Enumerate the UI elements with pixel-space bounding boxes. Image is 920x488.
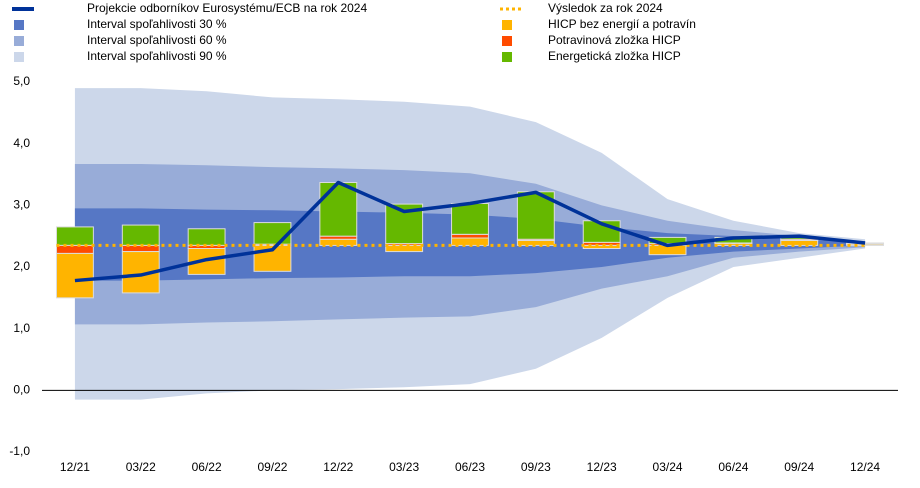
x-tick-label: 06/23 xyxy=(455,460,485,474)
legend-label: Interval spoľahlivosti 60 % xyxy=(87,33,227,47)
x-tick-label: 06/22 xyxy=(192,460,222,474)
legend-swatch xyxy=(502,36,512,46)
bar-segment xyxy=(319,182,358,237)
x-tick-label: 09/23 xyxy=(521,460,551,474)
bar-segment xyxy=(451,202,489,235)
bar-segment xyxy=(451,233,489,239)
bar-segment xyxy=(385,244,424,253)
y-tick-label: 4,0 xyxy=(13,136,30,150)
bar-segment xyxy=(55,252,94,299)
legend-swatch xyxy=(14,52,24,62)
bar-segment xyxy=(253,222,292,245)
legend-label: Interval spoľahlivosti 90 % xyxy=(87,49,227,63)
x-tick-label: 09/24 xyxy=(784,460,814,474)
x-tick-label: 03/24 xyxy=(653,460,683,474)
legend-label: Projekcie odborníkov Eurosystému/ECB na … xyxy=(87,1,367,15)
bar-segment xyxy=(582,244,621,250)
x-tick-label: 03/22 xyxy=(126,460,156,474)
x-tick-label: 06/24 xyxy=(718,460,748,474)
legend-swatch xyxy=(14,36,24,46)
legend-label: HICP bez energií a potravín xyxy=(548,17,696,31)
legend-label: Výsledok za rok 2024 xyxy=(548,1,663,15)
x-tick-label: 03/23 xyxy=(389,460,419,474)
bar-segment xyxy=(187,228,226,246)
y-tick-label: 1,0 xyxy=(13,321,30,335)
y-tick-label: 0,0 xyxy=(13,383,30,397)
x-tick-label: 12/22 xyxy=(323,460,353,474)
legend-label: Potravinová zložka HICP xyxy=(548,33,681,47)
legend-swatch xyxy=(502,20,512,30)
y-tick-label: 2,0 xyxy=(13,259,30,273)
x-tick-label: 12/23 xyxy=(587,460,617,474)
bar-segment xyxy=(121,224,160,246)
legend-label: Interval spoľahlivosti 30 % xyxy=(87,17,227,31)
y-tick-label: -1,0 xyxy=(9,444,30,458)
bar-segment xyxy=(55,244,94,254)
projection-line xyxy=(74,180,866,283)
legend-swatch xyxy=(14,20,24,30)
x-tick-label: 12/24 xyxy=(850,460,880,474)
y-tick-label: 5,0 xyxy=(13,74,30,88)
x-tick-label: 12/21 xyxy=(60,460,90,474)
legend-label: Energetická zložka HICP xyxy=(548,49,681,63)
bar-segment xyxy=(55,226,94,246)
y-tick-label: 3,0 xyxy=(13,198,30,212)
bar-segment xyxy=(846,242,885,245)
legend-swatch xyxy=(502,52,512,62)
x-tick-label: 09/22 xyxy=(257,460,287,474)
